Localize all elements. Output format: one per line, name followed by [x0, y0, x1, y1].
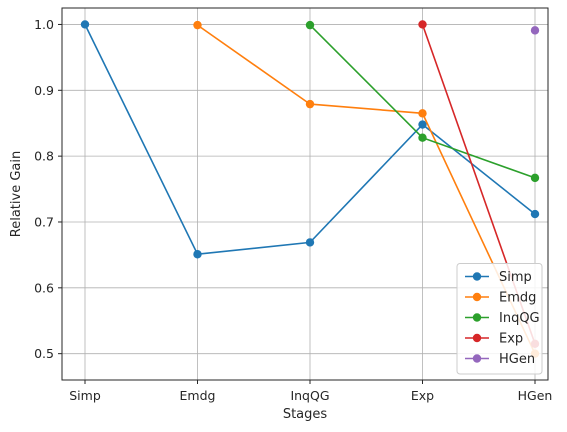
legend-swatch-marker — [472, 313, 482, 322]
data-point-emdg — [418, 109, 427, 118]
data-point-simp — [418, 120, 427, 129]
legend-box — [456, 263, 543, 375]
legend-swatch-marker — [472, 272, 482, 281]
y-tick-label: 0.8 — [34, 149, 54, 164]
y-axis-label: Relative Gain — [9, 151, 24, 237]
y-tick-label: 0.9 — [34, 83, 54, 98]
legend-label: Exp — [499, 332, 523, 347]
legend-label: Simp — [499, 270, 532, 285]
legend: Simp Emdg InqQG Exp HGen — [456, 263, 543, 375]
legend-label: InqQG — [499, 311, 540, 326]
legend-label: Emdg — [499, 291, 536, 306]
grid-lines — [62, 8, 548, 380]
x-tick-label: Exp — [411, 388, 434, 403]
series-line-emdg — [197, 24, 536, 355]
data-point-simp — [193, 250, 202, 259]
y-tick-label: 0.5 — [34, 346, 54, 361]
legend-swatch-marker — [472, 354, 482, 363]
data-point-hgen — [530, 26, 540, 35]
x-tick-label: InqQG — [290, 388, 329, 403]
data-point-inqqg — [305, 20, 315, 30]
legend-swatch-marker — [472, 292, 482, 302]
x-axis-label: Stages — [283, 407, 328, 422]
data-point-inqqg — [530, 173, 540, 183]
x-tick-label: Simp — [69, 388, 101, 403]
data-point-simp — [80, 20, 90, 29]
y-tick-label: 0.6 — [34, 280, 54, 295]
x-tick-label: HGen — [518, 388, 553, 403]
axis-ticks: Simp Emdg InqQG Exp HGen 0.5 0.6 0.7 0.8 0.9 1.0 — [34, 17, 552, 403]
plot-frame — [61, 7, 549, 381]
legend-swatch-marker — [472, 333, 482, 343]
data-point-exp — [418, 20, 427, 29]
data-point-simp — [305, 238, 315, 247]
data-point-simp — [530, 209, 540, 219]
y-tick-label: 1.0 — [34, 17, 54, 32]
data-point-inqqg — [418, 133, 427, 142]
y-tick-label: 0.7 — [34, 214, 54, 229]
data-point-emdg — [305, 99, 315, 109]
x-tick-label: Emdg — [180, 388, 216, 403]
legend-label: HGen — [499, 352, 535, 367]
data-point-emdg — [193, 20, 202, 30]
